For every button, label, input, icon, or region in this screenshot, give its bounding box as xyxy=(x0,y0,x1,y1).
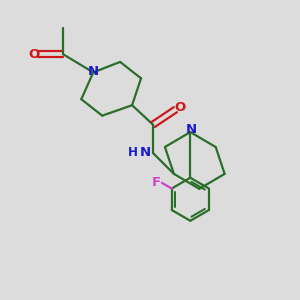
Text: O: O xyxy=(28,48,39,61)
Text: O: O xyxy=(174,101,185,114)
Text: N: N xyxy=(186,123,197,136)
Text: F: F xyxy=(152,176,161,189)
Text: H: H xyxy=(128,146,138,159)
Text: N: N xyxy=(88,65,99,78)
Text: N: N xyxy=(140,146,151,159)
